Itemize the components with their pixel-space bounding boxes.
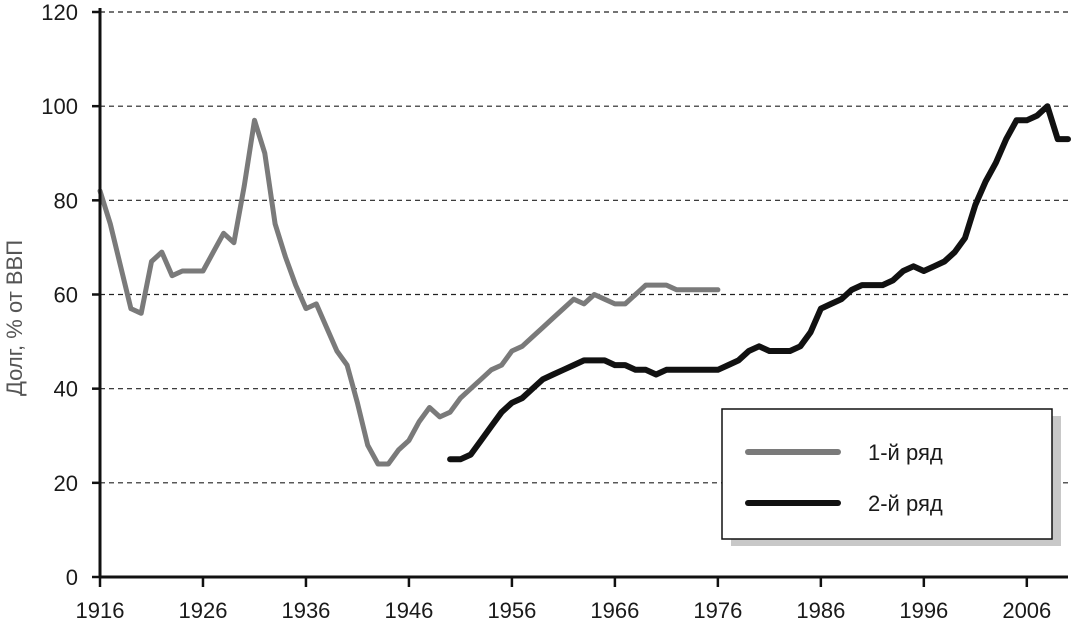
legend-label-series-1: 1-й ряд — [868, 440, 943, 465]
x-tick-label-1916: 1916 — [76, 598, 125, 623]
y-tick-label-60: 60 — [54, 283, 78, 308]
series-lines — [97, 103, 1071, 467]
y-tick-label-20: 20 — [54, 471, 78, 496]
y-tick-label-120: 120 — [41, 0, 78, 25]
x-tick-label-1946: 1946 — [384, 598, 433, 623]
tick-labels: 0 20 40 60 80 100 120 1916 1926 1936 1946 1956 1966 1… — [41, 0, 1051, 623]
y-tick-label-40: 40 — [54, 377, 78, 402]
y-tick-label-0: 0 — [66, 565, 78, 590]
x-tick-label-1956: 1956 — [487, 598, 536, 623]
legend-box — [721, 408, 1053, 540]
series-line-2 — [447, 103, 1071, 463]
x-tick-label-1966: 1966 — [590, 598, 639, 623]
y-tick-label-80: 80 — [54, 188, 78, 213]
x-tick-label-1976: 1976 — [693, 598, 742, 623]
x-tick-label-1996: 1996 — [899, 598, 948, 623]
x-tick-label-2006: 2006 — [1002, 598, 1051, 623]
x-tick-label-1936: 1936 — [281, 598, 330, 623]
series-line-1 — [97, 117, 721, 467]
y-tick-label-100: 100 — [41, 94, 78, 119]
x-tick-label-1926: 1926 — [179, 598, 228, 623]
y-axis-title: Долг, % от ВВП — [2, 240, 27, 396]
axes — [92, 8, 1068, 587]
x-tick-label-1986: 1986 — [796, 598, 845, 623]
legend-label-series-2: 2-й ряд — [868, 491, 943, 516]
legend: 1-й ряд 2-й ряд — [721, 408, 1061, 546]
